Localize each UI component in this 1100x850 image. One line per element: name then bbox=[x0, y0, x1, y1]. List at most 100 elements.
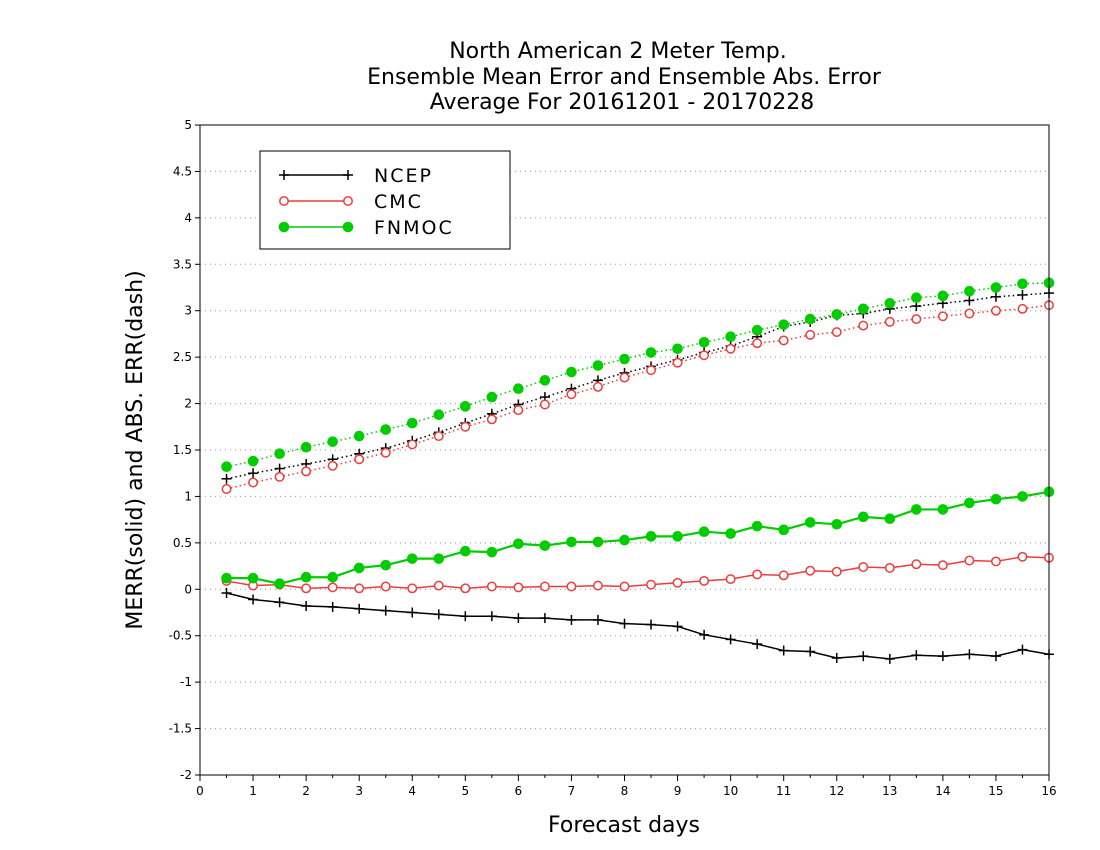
point-abs-err-fnmoc bbox=[433, 409, 445, 421]
point-merr-ncep bbox=[433, 609, 444, 620]
point-abs-err-fnmoc bbox=[592, 360, 604, 371]
legend: NCEP CMC FNMOC bbox=[259, 150, 511, 250]
point-abs-err-cmc bbox=[884, 316, 895, 327]
point-abs-err-cmc bbox=[539, 399, 550, 410]
point-abs-err-fnmoc bbox=[725, 331, 736, 343]
point-merr-fnmoc bbox=[990, 493, 1002, 505]
point-merr-fnmoc bbox=[221, 572, 232, 584]
legend-label-cmc: CMC bbox=[374, 191, 423, 213]
point-abs-err-fnmoc bbox=[327, 436, 338, 447]
point-merr-fnmoc bbox=[300, 571, 312, 583]
point-abs-err-cmc bbox=[964, 308, 975, 319]
legend-marker-fnmoc bbox=[342, 221, 354, 233]
line-abs-err-cmc bbox=[226, 304, 1050, 490]
point-abs-err-fnmoc bbox=[247, 455, 259, 467]
legend-marker-ncep bbox=[279, 170, 289, 180]
y-tick-label: 5 bbox=[184, 118, 192, 132]
point-merr-cmc bbox=[937, 560, 948, 571]
point-merr-ncep bbox=[752, 639, 763, 650]
point-abs-err-cmc bbox=[699, 350, 710, 361]
title-line-2: Ensemble Mean Error and Ensemble Abs. Er… bbox=[367, 65, 882, 90]
point-merr-cmc bbox=[990, 556, 1001, 567]
x-tick-label: 10 bbox=[723, 784, 738, 798]
point-abs-err-ncep bbox=[274, 463, 285, 474]
x-tick-label: 5 bbox=[461, 784, 469, 798]
point-merr-ncep bbox=[672, 621, 683, 632]
point-abs-err-fnmoc bbox=[221, 461, 232, 473]
point-abs-err-fnmoc bbox=[937, 290, 949, 302]
point-merr-fnmoc bbox=[353, 562, 365, 574]
point-abs-err-fnmoc bbox=[274, 448, 285, 460]
point-abs-err-cmc bbox=[672, 357, 683, 368]
point-merr-ncep bbox=[380, 605, 391, 616]
point-abs-err-cmc bbox=[433, 431, 444, 442]
line-merr-cmc bbox=[226, 556, 1050, 590]
chart-title: North American 2 Meter Temp. Ensemble Me… bbox=[367, 39, 882, 115]
point-abs-err-ncep bbox=[1017, 289, 1028, 300]
point-abs-err-fnmoc bbox=[300, 441, 312, 453]
point-merr-cmc bbox=[513, 582, 524, 593]
point-merr-ncep bbox=[805, 646, 816, 657]
legend-marker-cmc bbox=[279, 196, 289, 206]
legend-marker-fnmoc bbox=[278, 221, 290, 233]
point-abs-err-fnmoc bbox=[698, 336, 710, 348]
y-tick-label: -0.5 bbox=[169, 629, 192, 643]
point-merr-ncep bbox=[327, 601, 338, 612]
point-abs-err-cmc bbox=[831, 327, 842, 338]
x-tick-label: 1 bbox=[249, 784, 257, 798]
point-abs-err-cmc bbox=[858, 320, 869, 331]
y-tick-label: 4.5 bbox=[173, 164, 192, 178]
point-merr-fnmoc bbox=[857, 511, 869, 523]
title-line-3: Average For 20161201 - 20170228 bbox=[430, 90, 815, 115]
point-merr-ncep bbox=[248, 594, 259, 605]
y-tick-label: 2 bbox=[184, 397, 192, 411]
point-merr-cmc bbox=[1017, 551, 1028, 562]
point-abs-err-fnmoc bbox=[539, 375, 551, 386]
x-tick-label: 13 bbox=[882, 784, 897, 798]
point-abs-err-cmc bbox=[566, 389, 577, 400]
point-merr-ncep bbox=[964, 649, 975, 660]
point-abs-err-cmc bbox=[752, 338, 763, 349]
point-merr-ncep bbox=[539, 613, 550, 624]
x-tick-label: 14 bbox=[935, 784, 950, 798]
legend-label-ncep: NCEP bbox=[374, 165, 433, 187]
point-merr-ncep bbox=[513, 613, 524, 624]
title-line-1: North American 2 Meter Temp. bbox=[449, 39, 787, 64]
point-abs-err-fnmoc bbox=[1017, 278, 1028, 290]
legend-marker-ncep bbox=[343, 170, 353, 180]
point-merr-cmc bbox=[672, 577, 683, 588]
point-merr-fnmoc bbox=[513, 538, 524, 550]
point-abs-err-cmc bbox=[301, 466, 312, 477]
point-merr-fnmoc bbox=[911, 504, 922, 515]
y-tick-label: 2.5 bbox=[173, 350, 192, 364]
line-merr-ncep bbox=[226, 592, 1050, 660]
x-tick-label: 3 bbox=[355, 784, 363, 798]
point-merr-cmc bbox=[354, 583, 365, 594]
point-abs-err-fnmoc bbox=[964, 285, 975, 297]
point-merr-fnmoc bbox=[406, 553, 418, 564]
legend-box bbox=[259, 150, 511, 250]
line-abs-err-ncep bbox=[226, 292, 1050, 480]
point-merr-fnmoc bbox=[751, 520, 763, 532]
point-abs-err-cmc bbox=[380, 447, 391, 458]
x-tick-label: 2 bbox=[302, 784, 310, 798]
point-merr-fnmoc bbox=[380, 559, 392, 571]
legend-item-ncep: NCEP bbox=[279, 165, 433, 187]
point-merr-fnmoc bbox=[937, 504, 949, 515]
series-cmc bbox=[221, 300, 1054, 594]
legend-marker-cmc bbox=[343, 196, 353, 206]
point-merr-ncep bbox=[301, 601, 312, 611]
point-abs-err-cmc bbox=[805, 329, 816, 340]
point-abs-err-fnmoc bbox=[645, 347, 657, 358]
point-merr-fnmoc bbox=[645, 531, 657, 542]
x-axis-title: Forecast days bbox=[548, 813, 700, 838]
point-merr-ncep bbox=[699, 629, 710, 640]
point-merr-fnmoc bbox=[433, 553, 445, 564]
point-merr-ncep bbox=[221, 588, 232, 598]
axes: -2-1.5-1-0.500.511.522.533.544.550 1 2 3 4 5 6… bbox=[169, 118, 1057, 798]
point-merr-ncep bbox=[566, 614, 577, 625]
point-merr-cmc bbox=[699, 575, 710, 586]
point-merr-cmc bbox=[539, 581, 550, 592]
y-tick-label: 1.5 bbox=[173, 443, 192, 457]
point-abs-err-fnmoc bbox=[619, 353, 630, 365]
